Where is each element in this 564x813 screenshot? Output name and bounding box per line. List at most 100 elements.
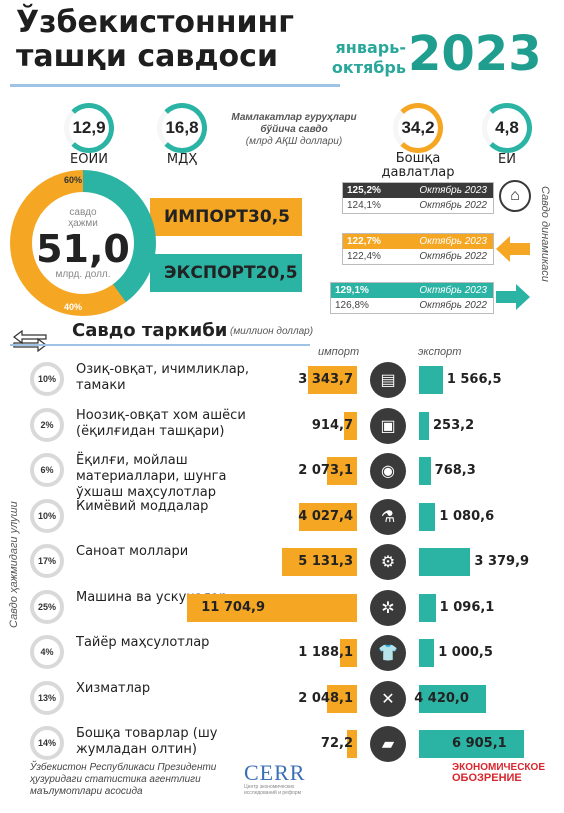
- trade-volume-center: савдо ҳажми 51,0 млрд. долл.: [32, 192, 134, 294]
- import-value: 11 704,9: [201, 600, 265, 615]
- cerr-subtitle: Центр экономических исследований и рефор…: [244, 784, 302, 796]
- export-bar: [419, 548, 471, 576]
- import-bar: [298, 503, 357, 531]
- import-bar: [282, 548, 357, 576]
- category-label: Бошқа товарлар (шу жумладан олтин): [76, 726, 218, 757]
- tools-icon: ✕: [370, 681, 406, 717]
- export-value: 768,3: [434, 463, 476, 478]
- group-other-label: Бошқа давлатлар: [381, 151, 455, 180]
- structure-subtitle: (миллион доллар): [230, 326, 314, 337]
- export-bar: [419, 457, 431, 485]
- export-value: 4 420,0: [414, 691, 469, 706]
- export-value: 6 905,1: [452, 736, 507, 751]
- export-bar: [419, 730, 524, 758]
- category-label: Ёқилғи, мойлаш материаллари, шунга ўхшаш…: [76, 453, 227, 500]
- export-value: 1 080,6: [439, 509, 495, 524]
- dynamics-side-title: Савдо динамикаси: [539, 186, 551, 282]
- share-ring: 4%: [30, 635, 64, 669]
- dynamics-import: 122,7% Октябрь 2023 122,4% Октябрь 2022: [342, 233, 494, 265]
- export-bar: [419, 594, 436, 622]
- import-bar: [327, 685, 357, 713]
- export-value: 3 379,9: [474, 554, 530, 569]
- group-cis-ring: 16,8: [157, 103, 207, 153]
- structure-title: Савдо таркиби: [72, 320, 228, 341]
- import-value: 5 131,3: [298, 554, 353, 569]
- import-band-wrap: ИМПОРТ 30,5: [150, 198, 302, 236]
- import-bar: [347, 730, 357, 758]
- import-column-head: импорт: [318, 346, 360, 358]
- group-cis-label: МДҲ: [166, 152, 198, 167]
- dynamics-export: 129,1% Октябрь 2023 126,8% Октябрь 2022: [330, 282, 494, 314]
- swap-arrows-icon: [13, 330, 47, 352]
- share-ring: 14%: [30, 726, 64, 760]
- shirt-icon: 👕: [370, 635, 406, 671]
- cerr-logo: CERR: [244, 760, 306, 785]
- export-band-wrap: ЭКСПОРТ 20,5: [150, 254, 302, 292]
- title-underline: [10, 84, 340, 87]
- export-arrow-icon: [496, 284, 530, 310]
- export-value: 1 096,1: [439, 600, 495, 615]
- import-bar: [339, 639, 357, 667]
- import-value: 4 027,4: [298, 509, 353, 524]
- eo-logo: ЭКОНОМИЧЕСКОЕ ОБОЗРЕНИЕ: [452, 762, 545, 784]
- gears-icon: ✲: [370, 590, 406, 626]
- group-eoii-ring: 12,9: [64, 103, 114, 153]
- export-bar: [419, 366, 443, 394]
- share-ring: 6%: [30, 453, 64, 487]
- import-value: 2 073,1: [298, 463, 353, 478]
- section-underline: [10, 344, 310, 346]
- category-label: Ноозиқ-овқат хом ашёси (ёқилғидан ташқар…: [76, 408, 246, 439]
- export-value: 253,2: [433, 418, 475, 433]
- fuel-icon: ◉: [370, 453, 406, 489]
- share-ring: 25%: [30, 590, 64, 624]
- export-band: ЭКСПОРТ 20,5: [150, 254, 302, 292]
- import-value: 72,2: [320, 736, 353, 751]
- groups-note: Мамлакатлар гуруҳлари бўйича савдо (млрд…: [231, 112, 357, 147]
- page-title: Ўзбекистоннинг ташқи савдоси: [16, 5, 294, 74]
- import-share: 60%: [64, 175, 83, 185]
- export-value: 1 566,5: [446, 372, 502, 387]
- export-bar: [419, 503, 436, 531]
- import-bar: [187, 594, 357, 622]
- export-bar: [419, 639, 435, 667]
- export-share: 40%: [64, 302, 83, 312]
- trade-house-icon: ⌂: [499, 180, 531, 212]
- import-arrow-icon: [496, 236, 530, 262]
- category-label: Хизматлар: [76, 681, 151, 696]
- import-bar: [308, 366, 357, 394]
- period: январь- октябрь: [331, 38, 406, 77]
- share-ring: 10%: [30, 499, 64, 533]
- share-ring: 10%: [30, 362, 64, 396]
- import-bar: [326, 457, 357, 485]
- industry-icon: ⚙: [370, 544, 406, 580]
- export-bar: [419, 685, 487, 713]
- category-label: Кимёвий моддалар: [76, 499, 209, 514]
- share-ring: 17%: [30, 544, 64, 578]
- import-value: 2 048,1: [298, 691, 353, 706]
- group-eoii-label: ЕОИИ: [70, 152, 108, 167]
- import-bar: [343, 412, 357, 440]
- group-eu-ring: 4,8: [482, 103, 532, 153]
- food-icon: ▤: [370, 362, 406, 398]
- export-bar: [419, 412, 429, 440]
- group-eu-label: ЕИ: [498, 152, 516, 167]
- import-value: 914,7: [311, 418, 353, 433]
- gold-icon: ▰: [370, 726, 406, 762]
- category-label: Саноат моллари: [76, 544, 189, 559]
- source-note: Ўзбекистон Республикаси Президенти ҳузур…: [30, 762, 217, 797]
- category-label: Озиқ-овқат, ичимликлар, тамаки: [76, 362, 250, 393]
- import-value: 3 343,7: [298, 372, 353, 387]
- flask-icon: ⚗: [370, 499, 406, 535]
- year: 2023: [408, 26, 542, 82]
- raw-material-icon: ▣: [370, 408, 406, 444]
- group-other-ring: 34,2: [393, 103, 443, 153]
- import-band: ИМПОРТ 30,5: [150, 198, 302, 236]
- import-value: 1 188,1: [298, 645, 353, 660]
- share-ring: 13%: [30, 681, 64, 715]
- share-side-title: Савдо ҳажмидаги улуши: [8, 501, 20, 628]
- category-label: Тайёр маҳсулотлар: [76, 635, 210, 650]
- share-ring: 2%: [30, 408, 64, 442]
- dynamics-total: 125,2% Октябрь 2023 124,1% Октябрь 2022: [342, 182, 494, 214]
- export-column-head: экспорт: [418, 346, 462, 358]
- export-value: 1 000,5: [438, 645, 493, 660]
